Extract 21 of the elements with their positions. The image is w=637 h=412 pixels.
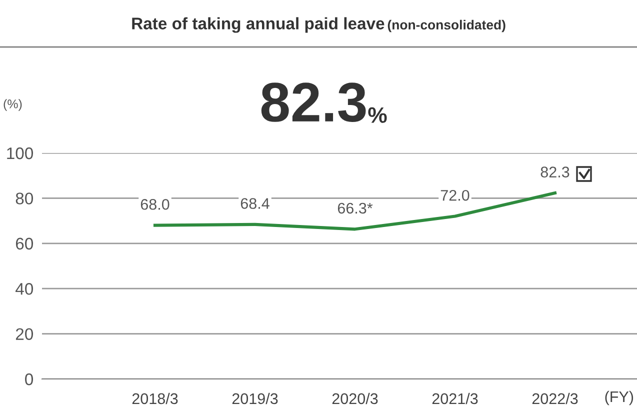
chart-subtitle: (non-consolidated) xyxy=(388,20,506,32)
x-tick-label: 2018/3 xyxy=(132,392,178,404)
x-tick-label: 2020/3 xyxy=(332,392,378,404)
x-tick-label: 2021/3 xyxy=(432,392,478,404)
y-tick-label: 80 xyxy=(16,192,34,204)
y-tick-label: 40 xyxy=(16,283,34,295)
y-axis-title: (%) xyxy=(4,99,22,111)
y-tick-label: 20 xyxy=(16,328,34,340)
data-label: 68.4 xyxy=(240,198,270,209)
data-label: 72.0 xyxy=(440,190,470,201)
data-label: 82.3 xyxy=(540,166,570,178)
x-tick-label: 2022/3 xyxy=(532,392,578,404)
x-axis-title: (FY) xyxy=(605,390,634,406)
chart-title: Rate of taking annual paid leave xyxy=(132,17,384,33)
text: 82.3% xyxy=(261,82,387,123)
y-tick-label: 100 xyxy=(7,147,34,160)
data-label: 66.3* xyxy=(338,202,373,214)
y-tick-label: 60 xyxy=(16,238,34,250)
x-tick-label: 2019/3 xyxy=(232,392,278,404)
y-tick-label: 0 xyxy=(25,373,34,386)
data-label: 68.0 xyxy=(140,198,170,210)
